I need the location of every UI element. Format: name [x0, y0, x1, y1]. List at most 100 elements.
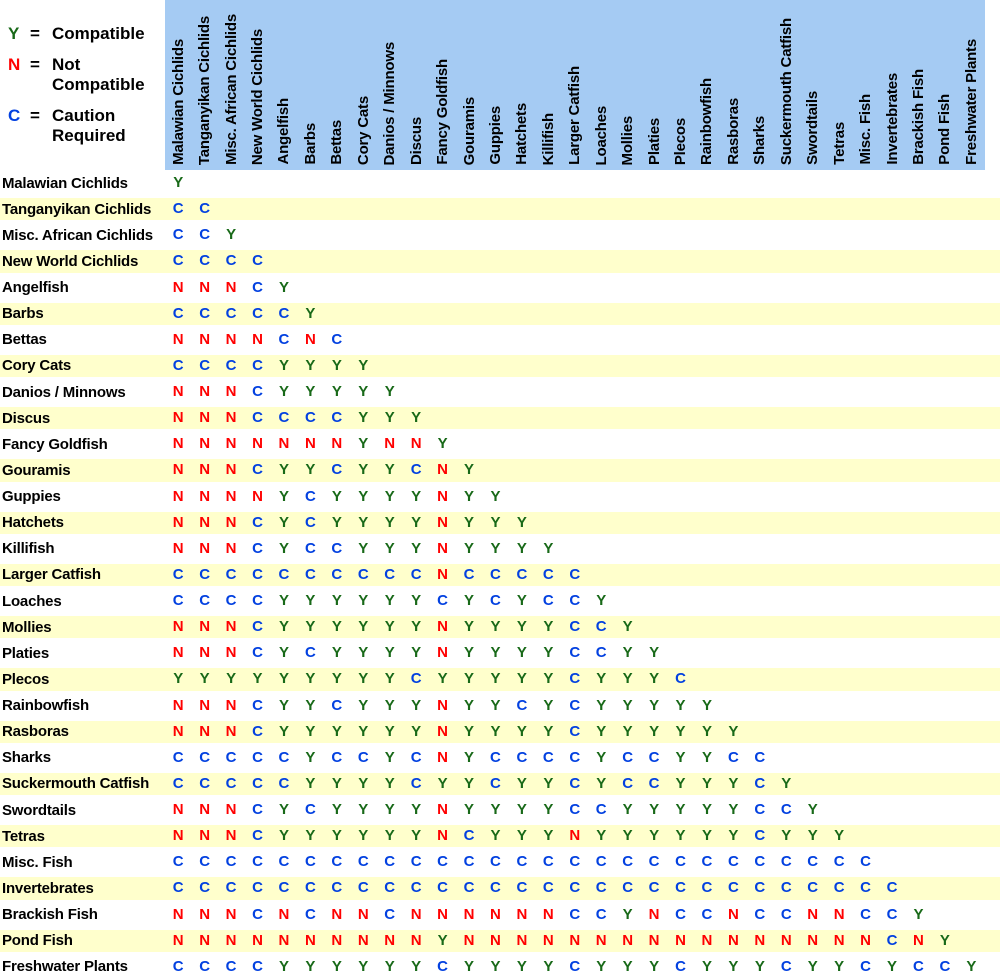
compatibility-cell: Y	[358, 644, 369, 662]
compatibility-cell: Y	[464, 696, 475, 714]
compatibility-cell: N	[569, 827, 581, 845]
column-header: Mollies	[614, 0, 640, 170]
compatibility-cell: Y	[331, 618, 342, 636]
compatibility-cell: N	[437, 487, 449, 505]
compatibility-cell: N	[727, 931, 739, 949]
compatibility-cell: C	[675, 670, 686, 688]
row-label: Mollies	[2, 618, 52, 636]
matrix-row: Rasboras N N N C Y Y Y Y Y Y N Y Y Y Y C Y Y Y Y Y Y	[0, 718, 1000, 745]
compatibility-cell: Y	[543, 827, 554, 845]
column-header-label: Misc. Fish	[857, 94, 875, 165]
compatibility-cell: C	[304, 853, 316, 871]
compatibility-cell: C	[833, 853, 845, 871]
compatibility-cell: C	[569, 565, 581, 583]
matrix-row: Larger Catfish C C C C C C C C C C N C C C C C	[0, 561, 1000, 588]
compatibility-cell: C	[463, 879, 475, 897]
compatibility-cell: N	[252, 931, 263, 949]
matrix-row: Rainbowfish N N N C Y Y C Y Y Y N Y Y C Y C Y Y Y Y Y	[0, 692, 1000, 719]
compatibility-cell: C	[252, 278, 263, 296]
compatibility-cell: N	[437, 644, 449, 662]
compatibility-cell: C	[490, 853, 501, 871]
row-label: Gouramis	[2, 461, 71, 479]
column-header: Gouramis	[456, 0, 482, 170]
compatibility-cell: Y	[649, 801, 660, 819]
compatibility-cell: N	[437, 827, 449, 845]
compatibility-cell: C	[648, 879, 660, 897]
column-header: Plecos	[667, 0, 693, 170]
compatibility-cell: Y	[278, 722, 289, 740]
compatibility-cell: Y	[516, 774, 527, 792]
compatibility-cell: N	[172, 539, 184, 557]
row-label: New World Cichlids	[2, 252, 139, 270]
legend-symbol-compatible: Y	[8, 24, 20, 43]
column-header: Sharks	[747, 0, 773, 170]
compatibility-cell: Y	[622, 670, 633, 688]
column-header: Misc. African Cichlids	[218, 0, 244, 170]
compatibility-cell: C	[225, 957, 237, 975]
compatibility-cell: C	[569, 801, 581, 819]
compatibility-cell: Y	[411, 644, 422, 662]
compatibility-cell: Y	[701, 774, 712, 792]
column-header: Killifish	[535, 0, 561, 170]
compatibility-cell: Y	[596, 696, 607, 714]
matrix-row: Gouramis N N N C Y Y C Y Y C N Y	[0, 457, 1000, 484]
compatibility-cell: N	[225, 539, 237, 557]
compatibility-cell: C	[463, 853, 475, 871]
compatibility-cell: N	[225, 409, 237, 427]
compatibility-cell: Y	[173, 174, 184, 192]
compatibility-cell: C	[278, 879, 290, 897]
compatibility-cell: C	[754, 827, 766, 845]
compatibility-cell: Y	[384, 461, 395, 479]
compatibility-cell: Y	[834, 957, 845, 975]
compatibility-cell: C	[516, 696, 528, 714]
compatibility-cell: C	[569, 905, 581, 923]
column-header: Misc. Fish	[852, 0, 878, 170]
compatibility-cell: C	[939, 957, 951, 975]
matrix-row: Brackish Fish N N N C N C N N C N N N N N N C C Y N C C N C C N N C…	[0, 901, 1000, 928]
column-header: Tanganyikan Cichlids	[191, 0, 217, 170]
compatibility-cell: Y	[728, 774, 739, 792]
compatibility-cell: Y	[384, 592, 395, 610]
row-label: Angelfish	[2, 279, 69, 297]
compatibility-cell: Y	[701, 827, 712, 845]
compatibility-cell: C	[225, 592, 237, 610]
compatibility-cell: Y	[754, 957, 765, 975]
compatibility-cell: N	[807, 905, 819, 923]
compatibility-cell: Y	[543, 957, 554, 975]
compatibility-cell: C	[754, 774, 766, 792]
compatibility-cell: C	[754, 748, 766, 766]
compatibility-cell: C	[569, 853, 581, 871]
compatibility-cell: Y	[358, 383, 369, 401]
compatibility-cell: Y	[305, 592, 316, 610]
matrix-row: Angelfish N N N C Y	[0, 274, 1000, 301]
column-header-label: Mollies	[619, 115, 637, 165]
compatibility-cell: C	[278, 565, 290, 583]
compatibility-cell: N	[331, 435, 343, 453]
compatibility-cell: N	[199, 618, 211, 636]
compatibility-cell: Y	[358, 722, 369, 740]
compatibility-cell: Y	[411, 801, 422, 819]
compatibility-cell: Y	[331, 513, 342, 531]
compatibility-cell: Y	[596, 827, 607, 845]
column-header-label: Barbs	[301, 123, 319, 165]
compatibility-cell: N	[225, 278, 237, 296]
compatibility-cell: N	[172, 409, 184, 427]
compatibility-cell: Y	[622, 801, 633, 819]
compatibility-cell: C	[225, 565, 237, 583]
compatibility-cell: Y	[278, 383, 289, 401]
compatibility-cell: N	[199, 801, 211, 819]
compatibility-cell: C	[860, 879, 872, 897]
row-label: Hatchets	[2, 514, 64, 532]
compatibility-cell: C	[754, 905, 766, 923]
compatibility-cell: Y	[331, 356, 342, 374]
compatibility-cell: Y	[675, 722, 686, 740]
compatibility-cell: Y	[490, 539, 501, 557]
column-header-label: Larger Catfish	[566, 66, 584, 165]
column-header-label: New World Cichlids	[249, 28, 267, 165]
compatibility-cell: C	[886, 879, 898, 897]
column-header: Pond Fish	[932, 0, 958, 170]
compatibility-cell: N	[172, 827, 184, 845]
compatibility-cell: Y	[331, 774, 342, 792]
matrix-row: Platies N N N C Y C Y Y Y Y N Y Y Y Y C C Y Y	[0, 640, 1000, 667]
compatibility-cell: Y	[384, 618, 395, 636]
